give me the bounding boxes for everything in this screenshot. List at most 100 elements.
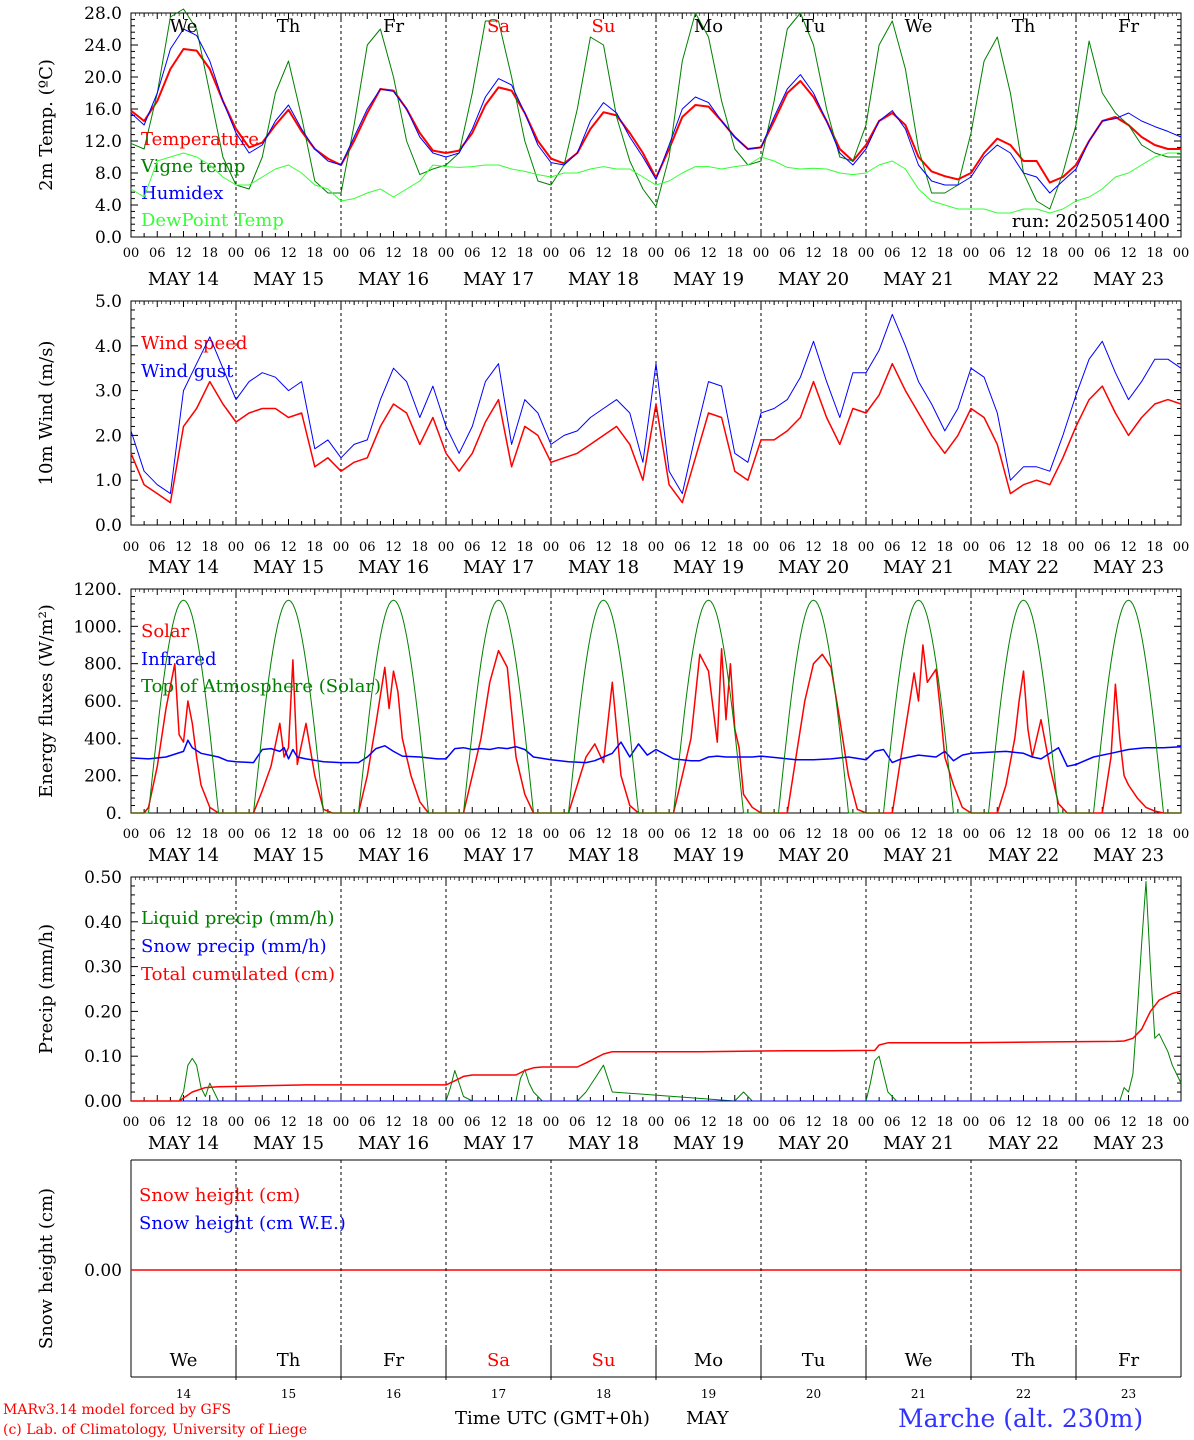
y-tick-label: 0.0 — [95, 228, 122, 248]
y-tick-label: 8.0 — [95, 164, 122, 184]
hour-tick-label: 06 — [989, 540, 1006, 555]
hour-tick-label: 18 — [831, 827, 848, 842]
hour-tick-label: 06 — [254, 246, 271, 261]
weekday-label: We — [905, 16, 933, 37]
panel-3: 0. 200. 400. 600. 800. 1000. 1200. Energy fluxe… — [36, 580, 1189, 866]
hour-tick-label: 06 — [884, 246, 901, 261]
date-label: MAY 19 — [673, 845, 744, 866]
hour-tick-label: 12 — [280, 540, 297, 555]
hour-tick-label: 06 — [674, 1115, 691, 1130]
y-tick-label: 28.0 — [84, 4, 122, 24]
hour-tick-label: 00 — [438, 1115, 455, 1130]
hour-tick-label: 00 — [858, 246, 875, 261]
date-label: MAY 18 — [568, 269, 639, 290]
day-number-label: 21 — [911, 1387, 926, 1401]
plot-frame — [130, 588, 1182, 814]
hour-tick-label: 00 — [858, 1115, 875, 1130]
hour-tick-label: 12 — [490, 246, 507, 261]
location-label: Marche (alt. 230m) — [898, 1404, 1143, 1433]
hour-tick-label: 00 — [123, 540, 140, 555]
legend-entry: Snow height (cm) — [139, 1185, 300, 1206]
hour-tick-label: 06 — [779, 827, 796, 842]
credit-line-1: MARv3.14 model forced by GFS — [3, 1402, 231, 1418]
hour-tick-label: 12 — [175, 827, 192, 842]
hour-tick-label: 00 — [753, 1115, 770, 1130]
hour-tick-label: 18 — [306, 1115, 323, 1130]
hour-tick-label: 00 — [1173, 1115, 1190, 1130]
series-top-of-atmosphere-solar--line — [131, 599, 1181, 814]
hour-tick-label: 06 — [149, 827, 166, 842]
hour-tick-label: 06 — [1094, 1115, 1111, 1130]
weekday-label: Sa — [487, 16, 510, 37]
series-total-cumulated-cm--line — [131, 990, 1182, 1102]
date-label: MAY 23 — [1093, 269, 1164, 290]
hour-tick-label: 12 — [280, 246, 297, 261]
y-tick-label: 12.0 — [84, 132, 122, 152]
hour-tick-label: 12 — [280, 827, 297, 842]
run-label: run: 2025051400 — [1012, 211, 1170, 232]
y-tick-label: 1.0 — [95, 471, 122, 491]
y-tick-label: 0.50 — [84, 868, 122, 888]
y-axis-title: Energy fluxes (W/m²) — [36, 604, 57, 798]
hour-tick-label: 06 — [149, 1115, 166, 1130]
date-label: MAY 21 — [883, 557, 954, 578]
hour-tick-label: 00 — [1068, 246, 1085, 261]
plot-frame — [130, 12, 1182, 238]
hour-tick-label: 00 — [648, 827, 665, 842]
date-label: MAY 16 — [358, 557, 429, 578]
hour-tick-label: 06 — [989, 827, 1006, 842]
hour-tick-label: 18 — [201, 246, 218, 261]
hour-tick-label: 06 — [359, 827, 376, 842]
y-tick-label: 800. — [84, 655, 122, 675]
date-label: MAY 18 — [568, 1133, 639, 1154]
hour-tick-label: 18 — [936, 246, 953, 261]
hour-tick-label: 18 — [1041, 540, 1058, 555]
y-tick-label: 1200. — [73, 580, 122, 600]
hour-tick-label: 06 — [464, 540, 481, 555]
weekday-label: Sa — [487, 1350, 510, 1371]
date-label: MAY 16 — [358, 845, 429, 866]
y-axis-title: 2m Temp. (ºC) — [36, 59, 57, 191]
hour-tick-label: 12 — [700, 246, 717, 261]
day-number-label: 22 — [1016, 1387, 1031, 1401]
hour-tick-label: 12 — [280, 1115, 297, 1130]
hour-tick-label: 06 — [359, 540, 376, 555]
date-label: MAY 22 — [988, 557, 1059, 578]
hour-tick-label: 18 — [516, 827, 533, 842]
hour-tick-label: 12 — [700, 1115, 717, 1130]
hour-tick-label: 12 — [175, 246, 192, 261]
hour-tick-label: 00 — [963, 540, 980, 555]
hour-tick-label: 12 — [1015, 246, 1032, 261]
hour-tick-label: 06 — [884, 540, 901, 555]
hour-tick-label: 18 — [621, 540, 638, 555]
date-label: MAY 17 — [463, 1133, 534, 1154]
weekday-label: Tu — [802, 1350, 826, 1371]
weekday-label: We — [905, 1350, 933, 1371]
legend-entry: Humidex — [141, 183, 223, 204]
y-tick-label: 200. — [84, 767, 122, 787]
hour-tick-label: 00 — [753, 827, 770, 842]
hour-tick-label: 12 — [490, 540, 507, 555]
weekday-label: Mo — [694, 1350, 723, 1371]
weekday-label: Th — [1012, 16, 1036, 37]
y-tick-label: 1000. — [73, 617, 122, 637]
hour-tick-label: 12 — [805, 1115, 822, 1130]
hour-tick-label: 00 — [333, 246, 350, 261]
hour-tick-label: 00 — [1173, 540, 1190, 555]
date-label: MAY 23 — [1093, 557, 1164, 578]
date-label: MAY 15 — [253, 1133, 324, 1154]
day-number-label: 17 — [491, 1387, 506, 1401]
date-label: MAY 21 — [883, 269, 954, 290]
y-tick-label: 0.10 — [84, 1047, 122, 1067]
hour-tick-label: 00 — [228, 1115, 245, 1130]
hour-tick-label: 18 — [201, 1115, 218, 1130]
hour-tick-label: 06 — [569, 540, 586, 555]
hour-tick-label: 06 — [569, 246, 586, 261]
hour-tick-label: 00 — [228, 827, 245, 842]
date-label: MAY 18 — [568, 557, 639, 578]
hour-tick-label: 12 — [1120, 1115, 1137, 1130]
hour-tick-label: 18 — [726, 1115, 743, 1130]
hour-tick-label: 12 — [595, 540, 612, 555]
hour-tick-label: 18 — [201, 540, 218, 555]
